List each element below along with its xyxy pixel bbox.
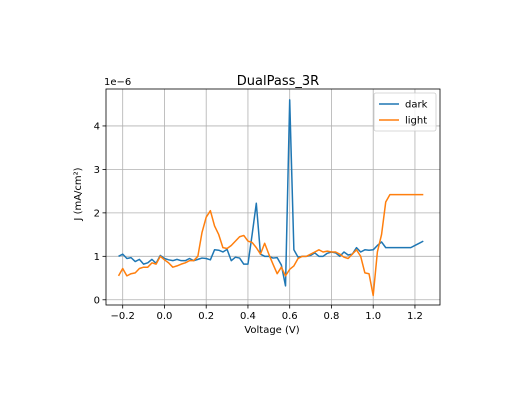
chart-title: DualPass_3R [237, 74, 319, 89]
legend: dark light [373, 92, 437, 132]
series-line-dark [118, 99, 424, 287]
y-tick-label: 4 [94, 121, 100, 132]
x-tick-label: 0.6 [282, 311, 298, 322]
series-layer [117, 99, 424, 297]
x-tick-label: 0.0 [156, 311, 172, 322]
y-axis-label: J (mA/cm²) [73, 167, 84, 221]
legend-label-light: light [405, 116, 427, 127]
series-line-light [117, 193, 424, 297]
y-axis-ticks: 0 1 2 3 4 [94, 121, 106, 306]
x-tick-label: 0.4 [240, 311, 256, 322]
legend-box [373, 92, 437, 132]
plot-frame [105, 88, 441, 306]
legend-label-dark: dark [405, 100, 428, 111]
y-tick-label: 1 [94, 252, 100, 263]
y-tick-label: 3 [94, 165, 100, 176]
x-tick-label: 1.0 [365, 311, 381, 322]
x-axis-label: Voltage (V) [244, 325, 299, 336]
x-tick-label: 1.2 [407, 311, 423, 322]
x-tick-label: −0.2 [111, 311, 135, 322]
y-offset-text: 1e−6 [104, 77, 131, 88]
x-axis-ticks: −0.2 0.0 0.2 0.4 0.6 0.8 1.0 1.2 [111, 305, 423, 322]
y-tick-label: 2 [94, 208, 100, 219]
x-tick-label: 0.8 [323, 311, 339, 322]
x-tick-label: 0.2 [198, 311, 214, 322]
y-tick-label: 0 [94, 295, 100, 306]
